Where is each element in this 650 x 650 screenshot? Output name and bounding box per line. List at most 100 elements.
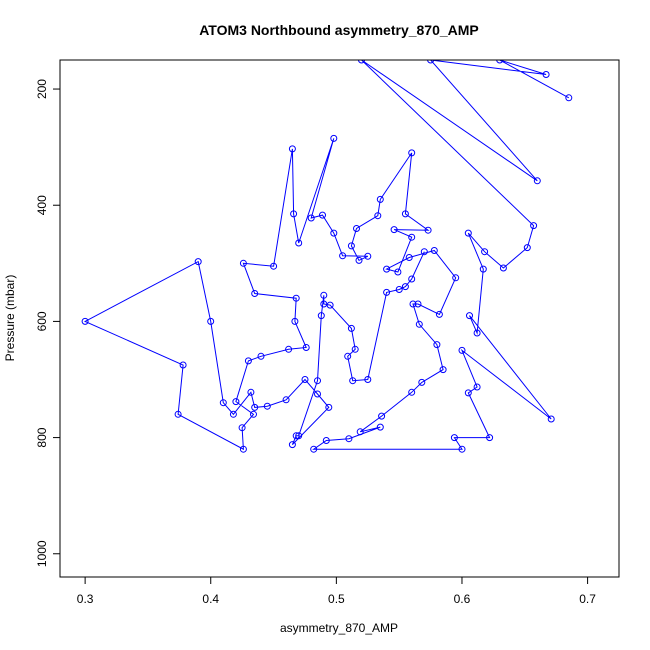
data-point xyxy=(464,229,472,237)
data-point xyxy=(376,195,384,203)
data-point xyxy=(394,268,402,276)
data-point xyxy=(408,149,416,157)
data-point xyxy=(353,225,360,232)
data-point xyxy=(401,283,409,291)
data-point xyxy=(349,377,357,385)
data-point xyxy=(378,412,386,420)
data-point xyxy=(219,399,227,407)
data-point xyxy=(430,247,438,254)
plot-frame xyxy=(59,59,620,578)
data-point xyxy=(415,320,423,328)
data-point xyxy=(466,312,473,320)
data-point xyxy=(285,345,293,353)
data-point xyxy=(481,248,489,256)
x-tick-label: 0.4 xyxy=(202,592,219,606)
y-tick-label: 400 xyxy=(35,195,49,215)
data-point xyxy=(383,288,391,296)
data-point xyxy=(496,60,504,64)
data-point xyxy=(292,294,300,302)
data-point xyxy=(408,233,416,241)
data-point xyxy=(401,210,409,218)
data-point xyxy=(317,312,325,320)
data-point xyxy=(414,300,422,308)
data-point xyxy=(424,226,432,234)
data-point xyxy=(310,445,318,453)
data-point xyxy=(239,445,247,453)
data-point xyxy=(433,341,441,349)
data-point xyxy=(325,403,333,411)
data-point xyxy=(347,324,355,332)
data-point xyxy=(450,434,458,442)
data-point xyxy=(250,410,257,418)
data-point xyxy=(207,317,215,325)
data-point xyxy=(339,252,347,260)
data-point xyxy=(374,212,382,220)
data-point xyxy=(383,265,391,273)
series-line xyxy=(83,60,570,451)
data-point xyxy=(479,265,487,273)
data-point xyxy=(486,434,494,442)
data-point xyxy=(295,432,303,440)
data-point xyxy=(229,410,237,418)
data-point xyxy=(330,134,338,142)
data-point xyxy=(473,329,481,337)
data-point xyxy=(408,388,416,396)
data-point xyxy=(364,376,372,383)
data-point xyxy=(358,60,365,64)
y-tick-label: 200 xyxy=(35,79,49,99)
data-point xyxy=(319,211,326,219)
data-point xyxy=(409,300,417,308)
data-point xyxy=(533,177,541,185)
data-point xyxy=(301,376,309,383)
x-tick-label: 0.7 xyxy=(579,592,596,606)
data-point xyxy=(523,244,531,252)
data-point xyxy=(238,424,246,432)
x-tick-label: 0.6 xyxy=(454,592,471,606)
data-point xyxy=(194,258,202,266)
data-point xyxy=(458,346,466,354)
data-point xyxy=(427,60,435,64)
data-point xyxy=(307,214,315,222)
data-point xyxy=(263,402,271,410)
data-point xyxy=(239,259,247,267)
data-point xyxy=(326,301,334,309)
data-point xyxy=(364,252,372,260)
data-point xyxy=(244,357,252,365)
data-point xyxy=(395,286,403,293)
y-tick-label: 800 xyxy=(35,427,49,447)
data-point xyxy=(232,398,240,406)
data-point xyxy=(282,396,290,404)
data-point xyxy=(355,256,363,264)
data-point xyxy=(314,377,321,385)
data-point xyxy=(81,317,89,325)
data-point xyxy=(251,290,259,297)
data-point xyxy=(292,432,300,440)
data-point xyxy=(174,410,182,418)
data-point xyxy=(464,389,472,397)
x-tick-label: 0.5 xyxy=(328,592,345,606)
data-point xyxy=(288,145,296,153)
data-point xyxy=(314,390,321,398)
data-point xyxy=(347,242,355,250)
data-point xyxy=(322,437,330,444)
x-tick-label: 0.3 xyxy=(77,592,94,606)
data-point xyxy=(320,291,328,299)
data-point xyxy=(302,344,310,351)
data-point xyxy=(247,388,255,396)
data-point xyxy=(439,366,447,374)
data-point xyxy=(295,239,303,247)
data-point xyxy=(435,310,443,318)
data-point xyxy=(530,222,538,230)
data-point xyxy=(330,229,338,237)
data-point xyxy=(390,226,398,234)
data-point xyxy=(376,423,384,431)
data-point xyxy=(408,275,416,283)
data-point xyxy=(420,248,428,256)
y-axis-label: Pressure (mbar) xyxy=(3,275,17,362)
data-point xyxy=(499,264,507,272)
data-point xyxy=(344,352,352,360)
y-tick-label: 600 xyxy=(35,311,49,331)
data-point xyxy=(288,441,296,449)
data-point xyxy=(251,403,259,411)
